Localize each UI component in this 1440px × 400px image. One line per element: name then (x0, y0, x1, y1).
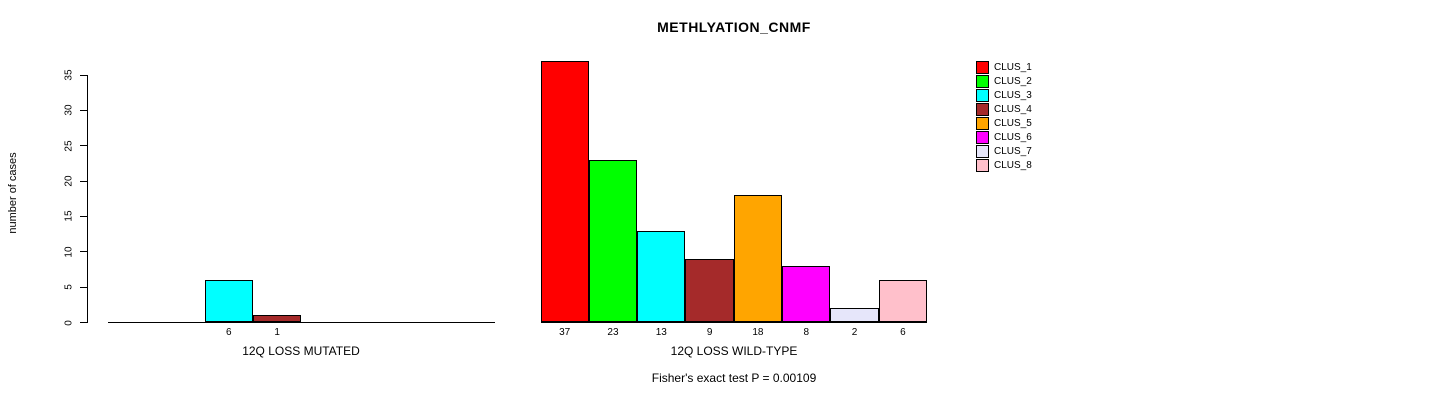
bar-clus_3 (637, 230, 686, 323)
y-tick-label: 25 (63, 140, 75, 152)
legend-swatch (976, 158, 989, 172)
bar-value-label: 13 (655, 327, 667, 338)
legend-label: CLUS_5 (994, 117, 1032, 129)
legend-swatch (976, 116, 989, 130)
bar-clus_4 (685, 258, 734, 323)
legend-swatch (976, 74, 989, 88)
bar-value-label: 6 (900, 327, 906, 338)
y-tick-label: 5 (63, 284, 75, 290)
legend-swatch (976, 130, 989, 144)
y-tick (80, 322, 88, 323)
bar-clus_5 (733, 195, 783, 323)
y-tick (80, 74, 88, 76)
legend-row: CLUS_3 (976, 88, 1032, 102)
bar-value-label: 37 (559, 327, 571, 338)
bar-value-label: 18 (752, 327, 764, 338)
y-tick (80, 180, 88, 182)
bar-value-label: 1 (274, 327, 280, 338)
legend-label: CLUS_1 (994, 61, 1032, 73)
bar-clus_3 (204, 280, 253, 323)
x-axis-baseline (540, 322, 927, 323)
bar-clus_1 (540, 60, 589, 323)
y-tick (80, 109, 88, 111)
legend-label: CLUS_3 (994, 89, 1032, 101)
x-axis-baseline (108, 322, 495, 323)
bar-value-label: 9 (706, 327, 713, 338)
legend-label: CLUS_7 (994, 145, 1032, 157)
y-tick-label: 20 (63, 175, 75, 187)
bar-clus_7 (830, 308, 879, 323)
legend-label: CLUS_8 (994, 159, 1032, 171)
legend-row: CLUS_8 (976, 158, 1032, 172)
bar-clus_8 (878, 280, 927, 323)
legend-row: CLUS_5 (976, 116, 1032, 130)
y-tick (80, 215, 88, 217)
y-tick (80, 286, 88, 288)
legend-swatch (976, 60, 989, 74)
y-tick-label: 15 (63, 210, 75, 222)
legend-label: CLUS_2 (994, 75, 1032, 87)
legend-swatch (976, 102, 989, 116)
y-tick-label: 30 (63, 104, 75, 116)
bar-value-label: 2 (851, 327, 858, 338)
chart-title: METHLYATION_CNMF (657, 19, 811, 35)
legend-row: CLUS_7 (976, 144, 1032, 158)
y-axis-line (87, 75, 88, 323)
bar-clus_6 (782, 265, 831, 323)
bar-value-label: 8 (803, 327, 809, 338)
legend-label: CLUS_6 (994, 131, 1032, 143)
bar-value-label: 23 (607, 327, 619, 338)
legend: CLUS_1 CLUS_2 CLUS_3 CLUS_4 CLUS_5 CLUS_6 CLUS… (976, 60, 1032, 172)
fisher-test-annotation: Fisher's exact test P = 0.00109 (651, 371, 817, 385)
bar-clus_2 (588, 159, 638, 323)
group-label-wildtype: 12Q LOSS WILD-TYPE (670, 344, 798, 358)
legend-swatch (976, 144, 989, 158)
bar-clus_4 (252, 315, 302, 323)
y-tick-label: 10 (63, 246, 75, 258)
legend-swatch (976, 88, 989, 102)
y-tick-label: 35 (63, 69, 75, 81)
legend-label: CLUS_4 (994, 103, 1032, 115)
legend-row: CLUS_6 (976, 130, 1032, 144)
legend-row: CLUS_4 (976, 102, 1032, 116)
bar-value-label: 6 (226, 327, 232, 338)
y-axis-label: number of cases (7, 152, 19, 234)
group-label-mutated: 12Q LOSS MUTATED (242, 344, 360, 358)
y-tick (80, 145, 88, 147)
legend-row: CLUS_1 (976, 60, 1032, 74)
y-tick (80, 251, 88, 253)
y-tick-label: 0 (63, 319, 75, 326)
legend-row: CLUS_2 (976, 74, 1032, 88)
